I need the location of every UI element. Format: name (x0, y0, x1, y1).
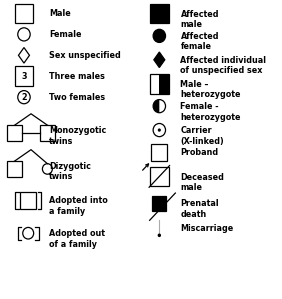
Text: Male: Male (49, 9, 71, 18)
Circle shape (153, 100, 166, 113)
Text: Sex unspecified: Sex unspecified (49, 51, 121, 60)
Text: Adopted into
a family: Adopted into a family (49, 196, 108, 216)
Text: Male –
heterozygote: Male – heterozygote (180, 80, 241, 99)
Text: Miscarriage: Miscarriage (180, 224, 234, 233)
Bar (151, 144, 167, 161)
Bar (15, 66, 33, 86)
Text: Affected
female: Affected female (180, 32, 219, 51)
Circle shape (23, 228, 34, 239)
Circle shape (158, 234, 161, 237)
Bar (150, 4, 169, 23)
Bar (20, 192, 36, 209)
Bar (150, 167, 169, 186)
Wedge shape (153, 100, 159, 113)
Text: Dizygotic
twins: Dizygotic twins (49, 162, 91, 181)
Text: 3: 3 (21, 72, 27, 81)
Circle shape (18, 28, 30, 41)
Text: Deceased
male: Deceased male (180, 173, 224, 192)
Bar (159, 74, 169, 94)
Text: 2: 2 (21, 93, 27, 102)
Bar (40, 125, 55, 141)
Text: Carrier
(X-linked): Carrier (X-linked) (180, 126, 224, 146)
Bar (7, 125, 22, 141)
Text: Two females: Two females (49, 93, 105, 102)
Text: Affected
male: Affected male (180, 10, 219, 29)
Text: Affected individual
of unspecified sex: Affected individual of unspecified sex (180, 56, 266, 75)
Text: Three males: Three males (49, 72, 105, 81)
Polygon shape (19, 48, 29, 63)
Text: Prenatal
death: Prenatal death (180, 199, 219, 219)
Bar (150, 74, 169, 94)
Bar (15, 4, 33, 23)
Circle shape (158, 129, 161, 132)
Text: Proband: Proband (180, 148, 219, 157)
Bar (7, 161, 22, 177)
Bar (150, 74, 169, 94)
Bar (152, 196, 166, 211)
Circle shape (153, 29, 166, 42)
Polygon shape (154, 52, 165, 68)
Circle shape (18, 91, 30, 104)
Circle shape (153, 123, 166, 137)
Circle shape (42, 164, 52, 174)
Text: Female -
heterozygote: Female - heterozygote (180, 102, 241, 122)
Text: Monozygotic
twins: Monozygotic twins (49, 126, 107, 146)
Text: Adopted out
of a family: Adopted out of a family (49, 229, 105, 249)
Text: Female: Female (49, 30, 82, 39)
